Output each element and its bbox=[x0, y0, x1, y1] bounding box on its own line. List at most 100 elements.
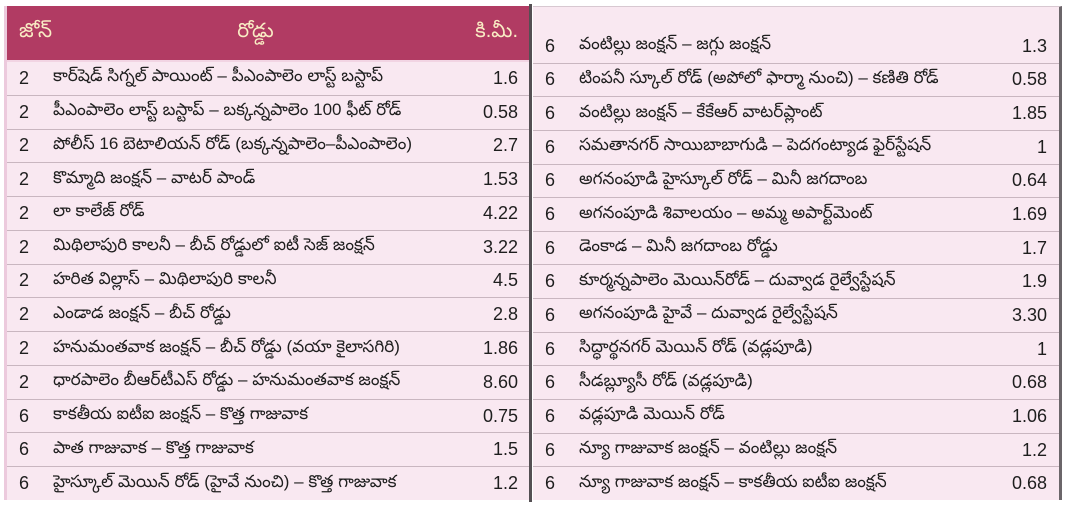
road-cell: సిద్ధార్థనగర్ మెయిన్ రోడ్ (వడ్లపూడి) bbox=[579, 337, 813, 357]
km-cell: 1.06 bbox=[1011, 405, 1047, 426]
road-cell: న్యూ గాజువాక జంక్షన్ – వంటిల్లు జంక్షన్ bbox=[579, 438, 838, 457]
km-cell: 1.2 bbox=[1021, 439, 1047, 460]
zone-cell: 6 bbox=[19, 405, 30, 426]
zone-cell: 6 bbox=[545, 35, 556, 56]
km-cell: 1.86 bbox=[482, 338, 518, 358]
table-row: 6 న్యూ గాజువాక జంక్షన్ – కాకతీయ ఐటీఐ జంక్… bbox=[533, 467, 1059, 500]
table-row: 2 లా కాలేజ్ రోడ్ 4.22 bbox=[7, 197, 530, 231]
table-row: 6 పాత గాజువాక – కొత్త గాజువాక 1.5 bbox=[7, 433, 530, 468]
table-row: 6 టింపనీ స్కూల్ రోడ్ (అపోలో ఫార్మా నుంచి)… bbox=[533, 64, 1059, 98]
road-cell: మిథిలాపురి కాలనీ – బీచ్ రోడ్డులో ఐటీ సెజ… bbox=[53, 235, 375, 255]
road-cell: కొమ్మాది జంక్షన్ – వాటర్ పాండ్ bbox=[53, 167, 256, 187]
table-row: 6 సమతానగర్ సాయిబాబాగుడి – పెదగంట్యాడ ఫైర్… bbox=[533, 131, 1059, 165]
km-cell: 1 bbox=[1036, 136, 1047, 157]
km-cell: 3.22 bbox=[482, 236, 518, 257]
zone-cell: 2 bbox=[19, 135, 30, 156]
table-row: 6 కూర్మన్నపాలెం మెయిన్‌రోడ్ – దువ్వాడ రైల… bbox=[533, 265, 1059, 300]
road-cell: టింపనీ స్కూల్ రోడ్ (అపోలో ఫార్మా నుంచి) … bbox=[579, 67, 939, 87]
km-cell: 0.68 bbox=[1011, 372, 1047, 393]
table-row: 2 ధారపాలెం బీఆర్‌టీఎస్ రోడ్డు – హనుమంతవాక… bbox=[7, 366, 530, 400]
road-cell: న్యూ గాజువాక జంక్షన్ – కాకతీయ ఐటీఐ జంక్ష… bbox=[579, 471, 887, 491]
road-cell: హరిత విల్లాస్ – మిథిలాపురి కాలనీ bbox=[53, 268, 277, 288]
road-cell: పీఎంపాలెం లాస్ట్ బస్టాప్ – బక్కన్నపాలెం … bbox=[53, 100, 402, 120]
zone-cell: 6 bbox=[545, 170, 556, 191]
table-row: 6 కాకతీయ ఐటీఐ జంక్షన్ – కొత్త గాజువాక 0.75 bbox=[7, 400, 530, 434]
header-zone-label: జోన్ bbox=[19, 19, 52, 42]
road-cell: అగనంపూడి హైవే – దువ్వాడ రైల్వేస్టేషన్ bbox=[579, 303, 838, 323]
road-cell: వంటిల్లు జంక్షన్ – జగ్గు జంక్షన్ bbox=[579, 34, 772, 54]
zone-cell: 6 bbox=[19, 439, 30, 460]
zone-cell: 6 bbox=[545, 439, 556, 460]
right-rows-container: 6 వంటిల్లు జంక్షన్ – జగ్గు జంక్షన్ 1.3 6 టిం… bbox=[533, 30, 1059, 500]
table-right-panel: 6 వంటిల్లు జంక్షన్ – జగ్గు జంక్షన్ 1.3 6 టిం… bbox=[533, 6, 1062, 500]
km-cell: 4.22 bbox=[482, 202, 518, 223]
road-cell: పోలీస్ 16 బెటాలియన్ రోడ్ (బక్కన్నపాలెం–ప… bbox=[53, 133, 413, 153]
road-cell: కార్‌షెడ్ సిగ్నల్ పాయింట్ – పీఎంపాలెం లా… bbox=[53, 66, 384, 86]
km-cell: 1.6 bbox=[492, 67, 518, 88]
table-row: 2 పీఎంపాలెం లాస్ట్ బస్టాప్ – బక్కన్నపాలెం… bbox=[7, 96, 530, 130]
table-row: 6 న్యూ గాజువాక జంక్షన్ – వంటిల్లు జంక్షన్… bbox=[533, 434, 1059, 468]
zone-cell: 6 bbox=[545, 372, 556, 393]
road-cell: ఎండాడ జంక్షన్ – బీచ్ రోడ్డు bbox=[53, 302, 231, 322]
km-cell: 1.3 bbox=[1021, 35, 1047, 56]
road-cell: హైస్కూల్ మెయిన్ రోడ్ (హైవే నుంచి) – కొత్… bbox=[53, 471, 397, 491]
road-cell: హనుమంతవాక జంక్షన్ – బీచ్ రోడ్డు (వయా కైల… bbox=[53, 336, 400, 356]
table-row: 2 కొమ్మాది జంక్షన్ – వాటర్ పాండ్ 1.53 bbox=[7, 163, 530, 198]
km-cell: 3.30 bbox=[1011, 304, 1047, 325]
km-cell: 0.68 bbox=[1011, 473, 1047, 494]
table-row: 6 వడ్లపూడి మెయిన్ రోడ్ 1.06 bbox=[533, 400, 1059, 434]
road-cell: సమతానగర్ సాయిబాబాగుడి – పెదగంట్యాడ ఫైర్‌… bbox=[579, 135, 932, 155]
header-road-label: రోడ్డు bbox=[237, 19, 274, 42]
header-km-label: కి.మీ. bbox=[475, 19, 518, 42]
table-left-panel: జోన్ రోడ్డు కి.మీ. 2 కార్‌షెడ్ సిగ్నల్ పా… bbox=[4, 6, 530, 500]
zone-cell: 2 bbox=[19, 270, 30, 291]
zone-cell: 2 bbox=[19, 67, 30, 88]
zone-cell: 6 bbox=[545, 136, 556, 157]
km-cell: 1.85 bbox=[1011, 103, 1047, 124]
zone-cell: 6 bbox=[545, 473, 556, 494]
table-row: 2 పోలీస్ 16 బెటాలియన్ రోడ్ (బక్కన్నపాలెం–… bbox=[7, 130, 530, 164]
km-cell: 8.60 bbox=[482, 371, 518, 392]
zone-cell: 6 bbox=[545, 237, 556, 258]
road-cell: వంటిల్లు జంక్షన్ – కేకేఆర్ వాటర్‌ప్లాంట్ bbox=[579, 101, 823, 121]
km-cell: 1.69 bbox=[1011, 204, 1047, 225]
zone-cell: 6 bbox=[545, 103, 556, 124]
km-cell: 0.75 bbox=[482, 405, 518, 426]
zone-cell: 6 bbox=[19, 473, 30, 494]
table-row: 2 హనుమంతవాక జంక్షన్ – బీచ్ రోడ్డు (వయా కై… bbox=[7, 332, 530, 366]
table-row: 6 అగనంపూడి హైస్కూల్ రోడ్ – మినీ జగదాంబ 0.6… bbox=[533, 165, 1059, 199]
km-cell: 0.58 bbox=[1011, 69, 1047, 90]
zone-cell: 6 bbox=[545, 271, 556, 292]
km-cell: 2.7 bbox=[492, 135, 518, 156]
zone-cell: 2 bbox=[19, 338, 30, 358]
column-divider bbox=[529, 4, 532, 502]
road-cell: కూర్మన్నపాలెం మెయిన్‌రోడ్ – దువ్వాడ రైల్… bbox=[579, 269, 896, 289]
zone-cell: 2 bbox=[19, 101, 30, 122]
zone-cell: 2 bbox=[19, 236, 30, 257]
table-row: 6 డెంకాడ – మినీ జగదాంబ రోడ్డు 1.7 bbox=[533, 232, 1059, 266]
table-row: 6 సిద్ధార్థనగర్ మెయిన్ రోడ్ (వడ్లపూడి) 1 bbox=[533, 333, 1059, 367]
table-row: 6 వంటిల్లు జంక్షన్ – కేకేఆర్ వాటర్‌ప్లాంట… bbox=[533, 97, 1059, 131]
road-cell: డెంకాడ – మినీ జగదాంబ రోడ్డు bbox=[579, 236, 778, 256]
road-cell: ధారపాలెం బీఆర్‌టీఎస్ రోడ్డు – హనుమంతవాక … bbox=[53, 370, 401, 390]
zone-cell: 6 bbox=[545, 204, 556, 225]
zone-cell: 2 bbox=[19, 371, 30, 392]
km-cell: 0.64 bbox=[1011, 170, 1047, 191]
km-cell: 1.2 bbox=[492, 473, 518, 494]
road-cell: అగనంపూడి శివాలయం – అమ్మ అపార్ట్‌మెంట్ bbox=[579, 202, 873, 222]
zone-cell: 6 bbox=[545, 304, 556, 325]
road-cell: పాత గాజువాక – కొత్త గాజువాక bbox=[53, 437, 254, 457]
zone-cell: 2 bbox=[19, 202, 30, 223]
road-cell: వడ్లపూడి మెయిన్ రోడ్ bbox=[579, 404, 725, 424]
zone-cell: 6 bbox=[545, 405, 556, 426]
km-cell: 4.5 bbox=[492, 270, 518, 291]
table-row: 6 హైస్కూల్ మెయిన్ రోడ్ (హైవే నుంచి) – కొత… bbox=[7, 467, 530, 500]
zone-cell: 6 bbox=[545, 338, 556, 359]
table-row: 2 మిథిలాపురి కాలనీ – బీచ్ రోడ్డులో ఐటీ సె… bbox=[7, 231, 530, 265]
road-cell: కాకతీయ ఐటీఐ జంక్షన్ – కొత్త గాజువాక bbox=[53, 404, 309, 424]
table-row: 2 ఎండాడ జంక్షన్ – బీచ్ రోడ్డు 2.8 bbox=[7, 298, 530, 333]
km-cell: 1.53 bbox=[482, 169, 518, 190]
zone-cell: 2 bbox=[19, 169, 30, 190]
zone-cell: 2 bbox=[19, 304, 30, 325]
